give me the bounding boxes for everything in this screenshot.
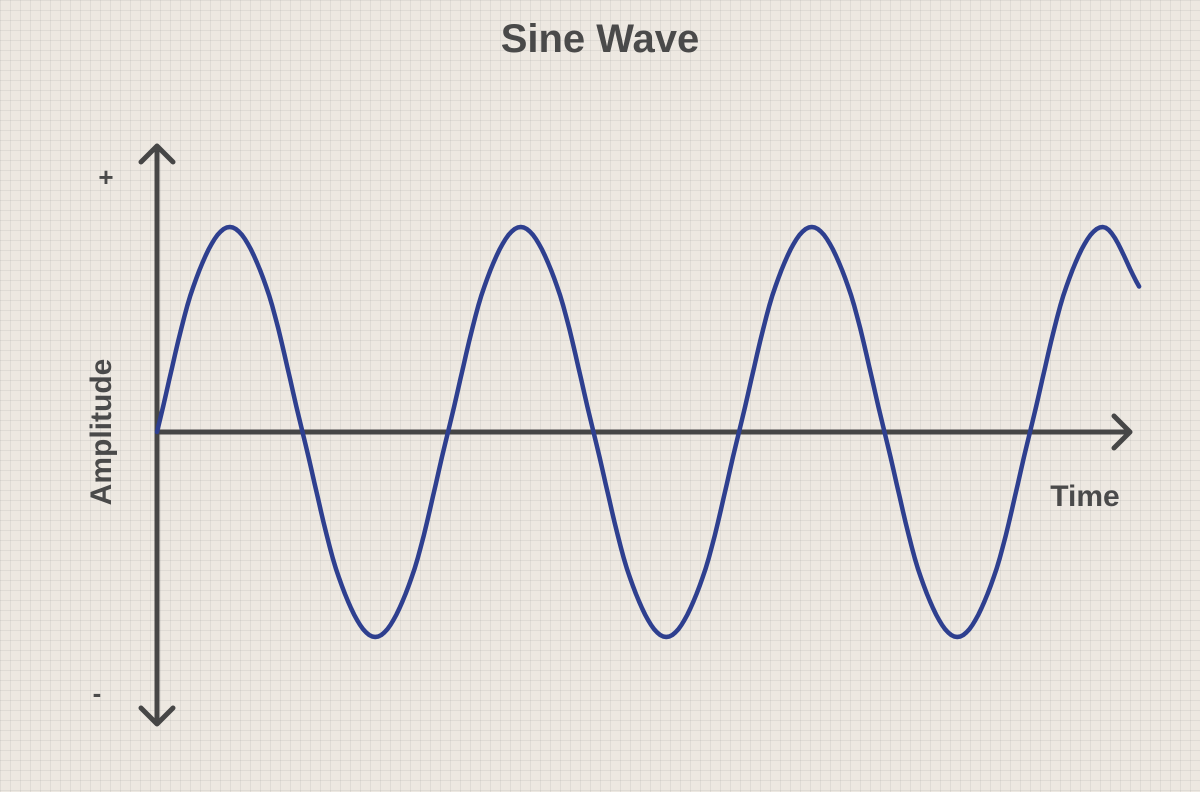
y-negative-label: - xyxy=(93,678,102,708)
x-axis-label: Time xyxy=(1050,480,1119,513)
y-axis-bottom-arrow xyxy=(138,705,176,727)
x-axis-arrow xyxy=(1111,413,1133,451)
sine-series-line xyxy=(154,224,1142,640)
y-axis-top-arrow xyxy=(138,143,176,165)
y-axis-label: Amplitude xyxy=(85,359,118,506)
y-positive-label: + xyxy=(98,162,113,192)
chart-title: Sine Wave xyxy=(501,17,700,61)
